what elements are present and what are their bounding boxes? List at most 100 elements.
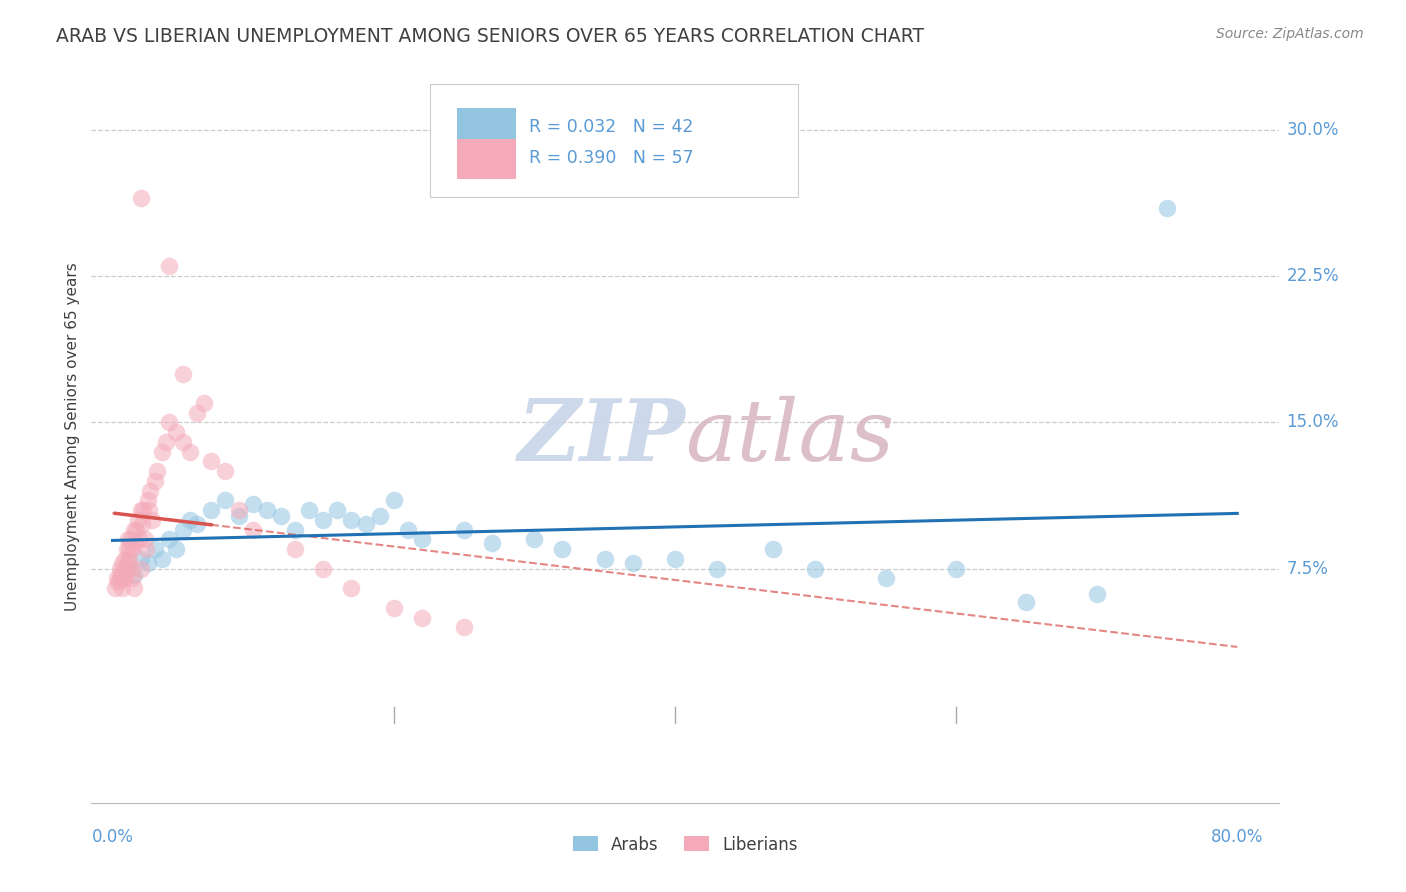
- Point: [122, 523, 145, 537]
- Point: [150, 444, 173, 458]
- Text: Source: ZipAtlas.com: Source: ZipAtlas.com: [1216, 27, 1364, 41]
- Point: [136, 493, 159, 508]
- Point: [129, 552, 152, 566]
- Point: [1156, 201, 1178, 215]
- Point: [256, 503, 278, 517]
- Point: [179, 444, 201, 458]
- Point: [411, 533, 433, 547]
- Point: [382, 493, 405, 508]
- Point: [129, 562, 152, 576]
- Point: [122, 581, 145, 595]
- Point: [122, 567, 145, 582]
- Point: [875, 572, 897, 586]
- Point: [706, 562, 728, 576]
- Point: [107, 575, 129, 590]
- Point: [172, 434, 194, 449]
- Point: [118, 552, 141, 566]
- FancyBboxPatch shape: [457, 139, 516, 179]
- Text: 80.0%: 80.0%: [1211, 828, 1264, 847]
- Point: [165, 542, 187, 557]
- Point: [762, 542, 785, 557]
- Point: [214, 493, 236, 508]
- Point: [340, 581, 363, 595]
- Point: [368, 509, 391, 524]
- Point: [551, 542, 574, 557]
- Legend: Arabs, Liberians: Arabs, Liberians: [567, 829, 804, 860]
- Point: [132, 503, 155, 517]
- Point: [114, 567, 136, 582]
- Point: [200, 454, 222, 468]
- Point: [121, 542, 143, 557]
- Point: [138, 503, 160, 517]
- Point: [129, 503, 152, 517]
- Point: [340, 513, 363, 527]
- Point: [172, 523, 194, 537]
- Point: [214, 464, 236, 478]
- Point: [118, 542, 141, 557]
- Point: [228, 509, 250, 524]
- Point: [354, 516, 377, 531]
- Point: [143, 474, 166, 488]
- Point: [129, 191, 152, 205]
- Point: [105, 572, 128, 586]
- Text: ZIP: ZIP: [517, 395, 685, 479]
- Point: [326, 503, 349, 517]
- Text: 22.5%: 22.5%: [1286, 268, 1339, 285]
- Point: [453, 523, 475, 537]
- Point: [242, 523, 264, 537]
- Point: [157, 533, 180, 547]
- Point: [200, 503, 222, 517]
- Text: 30.0%: 30.0%: [1286, 121, 1339, 139]
- Text: R = 0.032   N = 42: R = 0.032 N = 42: [529, 118, 693, 136]
- Point: [242, 497, 264, 511]
- Point: [228, 503, 250, 517]
- Y-axis label: Unemployment Among Seniors over 65 years: Unemployment Among Seniors over 65 years: [65, 263, 80, 611]
- Point: [186, 406, 208, 420]
- Point: [382, 600, 405, 615]
- Point: [108, 562, 131, 576]
- Point: [270, 509, 292, 524]
- Text: atlas: atlas: [685, 396, 894, 478]
- FancyBboxPatch shape: [430, 84, 799, 197]
- Point: [125, 523, 148, 537]
- Point: [128, 533, 150, 547]
- Point: [141, 513, 163, 527]
- Point: [121, 572, 143, 586]
- Text: 0.0%: 0.0%: [91, 828, 134, 847]
- Point: [131, 516, 153, 531]
- Point: [312, 513, 335, 527]
- Point: [298, 503, 321, 517]
- Point: [179, 513, 201, 527]
- Point: [111, 581, 134, 595]
- Point: [115, 542, 138, 557]
- Point: [155, 434, 177, 449]
- Point: [112, 562, 135, 576]
- Point: [150, 552, 173, 566]
- Point: [396, 523, 419, 537]
- Point: [621, 556, 644, 570]
- Point: [112, 572, 135, 586]
- Point: [157, 260, 180, 274]
- Point: [411, 610, 433, 624]
- Point: [143, 542, 166, 557]
- Point: [108, 572, 131, 586]
- Point: [1015, 595, 1038, 609]
- Point: [111, 556, 134, 570]
- Point: [110, 567, 132, 582]
- Point: [165, 425, 187, 440]
- Point: [453, 620, 475, 634]
- Point: [284, 523, 307, 537]
- Point: [945, 562, 967, 576]
- Point: [139, 483, 162, 498]
- Point: [804, 562, 827, 576]
- Point: [115, 562, 138, 576]
- Text: R = 0.390   N = 57: R = 0.390 N = 57: [529, 149, 693, 168]
- Point: [124, 536, 146, 550]
- Point: [481, 536, 503, 550]
- Point: [127, 513, 149, 527]
- Point: [593, 552, 616, 566]
- Point: [117, 533, 139, 547]
- Point: [120, 562, 142, 576]
- Point: [135, 542, 157, 557]
- Point: [664, 552, 686, 566]
